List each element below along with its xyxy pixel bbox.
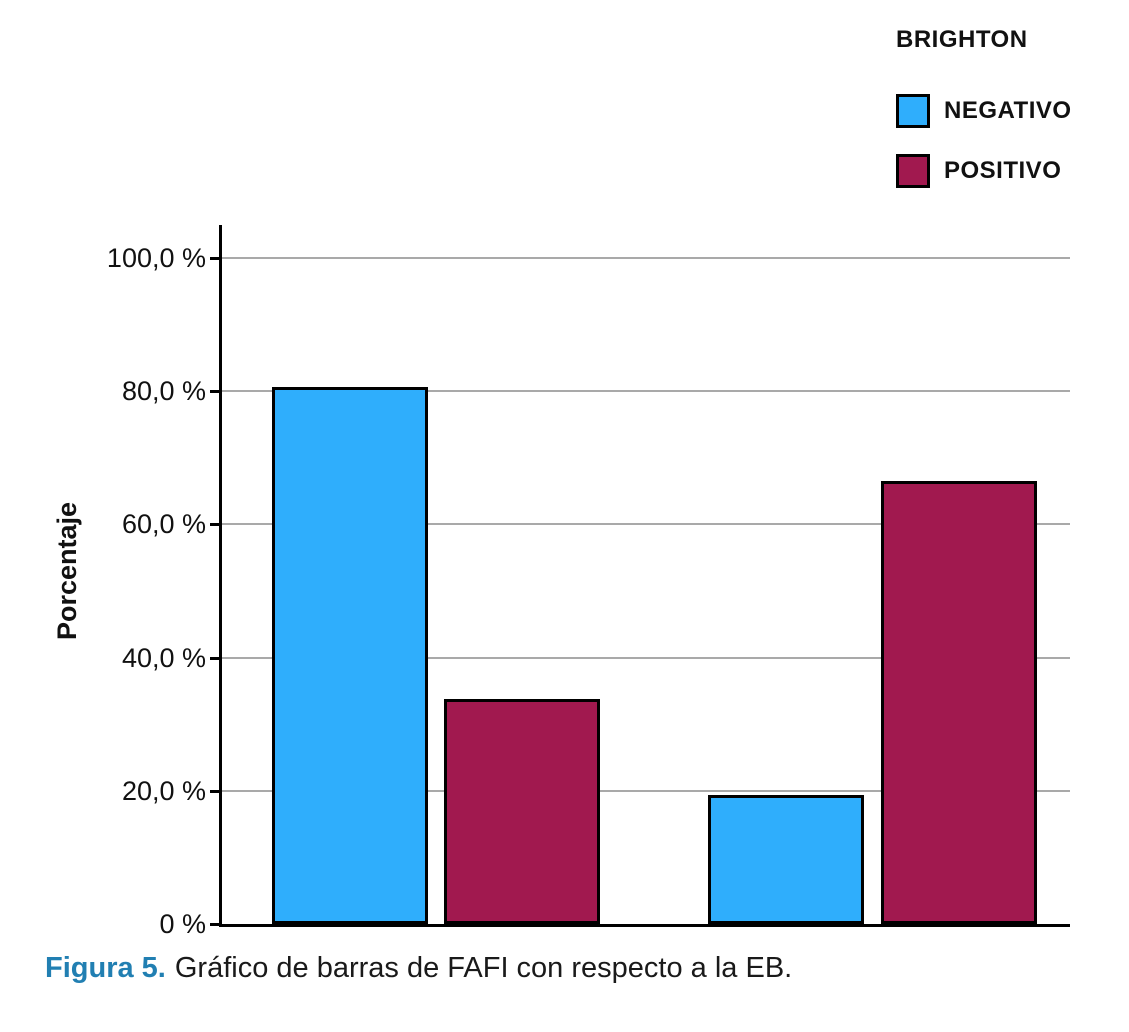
y-tick-80 (210, 390, 219, 393)
bar-positivo-group2 (881, 481, 1037, 924)
y-axis-title: Porcentaje (52, 501, 82, 641)
x-axis-line (219, 924, 1070, 927)
bar-positivo-group1 (444, 699, 600, 924)
y-tick-label-80: 80,0 % (121, 376, 206, 406)
y-axis-line (219, 225, 222, 927)
figure-caption-label: Figura 5. (45, 952, 166, 984)
y-tick-0 (210, 923, 219, 926)
legend-swatch-negativo-icon (896, 94, 930, 128)
legend-swatch-positivo-icon (896, 154, 930, 188)
bar-negativo-group1 (272, 387, 428, 924)
gridline-100 (222, 257, 1070, 259)
gridline-40 (222, 657, 1070, 659)
legend-label-positivo: POSITIVO (944, 157, 1062, 184)
figure-caption: Figura 5. Gráfico de barras de FAFI con r… (45, 952, 792, 985)
legend-title: BRIGHTON (896, 26, 1028, 53)
gridline-80 (222, 390, 1070, 392)
legend-label-negativo: NEGATIVO (944, 97, 1072, 124)
legend-item-positivo: POSITIVO (896, 154, 1061, 188)
y-tick-label-100: 100,0 % (106, 243, 206, 273)
y-tick-60 (210, 523, 219, 526)
figure-caption-text: Gráfico de barras de FAFI con respecto a… (174, 952, 793, 984)
y-tick-40 (210, 657, 219, 660)
legend-item-negativo: NEGATIVO (896, 94, 1072, 128)
y-tick-label-20: 20,0 % (121, 776, 206, 806)
gridline-20 (222, 790, 1070, 792)
y-tick-20 (210, 790, 219, 793)
gridline-60 (222, 523, 1070, 525)
y-tick-label-60: 60,0 % (121, 509, 206, 539)
bar-negativo-group2 (708, 795, 864, 924)
y-tick-label-0: 0 % (159, 909, 206, 939)
y-tick-100 (210, 257, 219, 260)
y-tick-label-40: 40,0 % (121, 643, 206, 673)
